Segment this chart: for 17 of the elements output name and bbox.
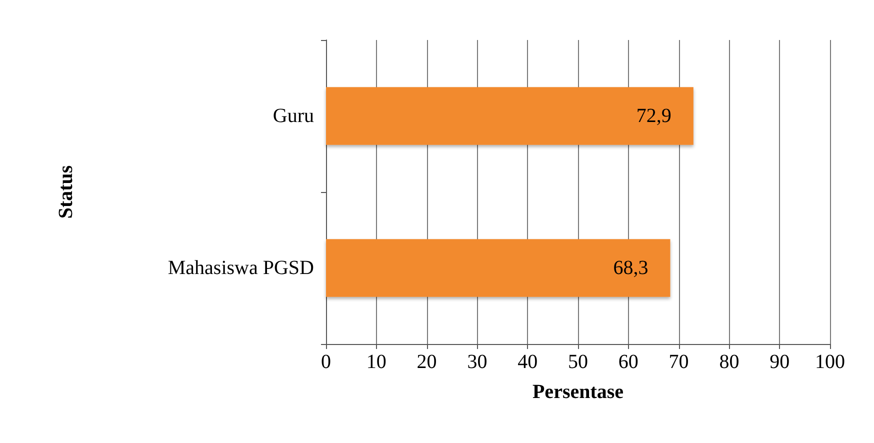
- x-tick-label: 30: [467, 351, 488, 373]
- x-tick-label: 60: [618, 351, 638, 373]
- y-tick-label: Guru: [272, 105, 314, 127]
- x-tick-label: 20: [416, 351, 437, 373]
- x-tick-label: 40: [518, 351, 538, 373]
- x-tick-label: 80: [719, 351, 740, 373]
- x-tick-label: 0: [321, 351, 331, 373]
- y-tick-label: Mahasiswa PGSD: [168, 257, 314, 279]
- data-label: 72,9: [636, 105, 672, 127]
- data-label: 68,3: [613, 257, 648, 279]
- x-tick-label: 10: [366, 351, 386, 373]
- x-tick-label: 70: [668, 351, 689, 373]
- x-axis-title: Persentase: [532, 381, 624, 403]
- x-tick-label: 90: [770, 351, 790, 373]
- x-tick-label: 100: [815, 351, 845, 373]
- y-axis-title: Status: [55, 165, 77, 219]
- x-tick-label: 50: [568, 351, 588, 373]
